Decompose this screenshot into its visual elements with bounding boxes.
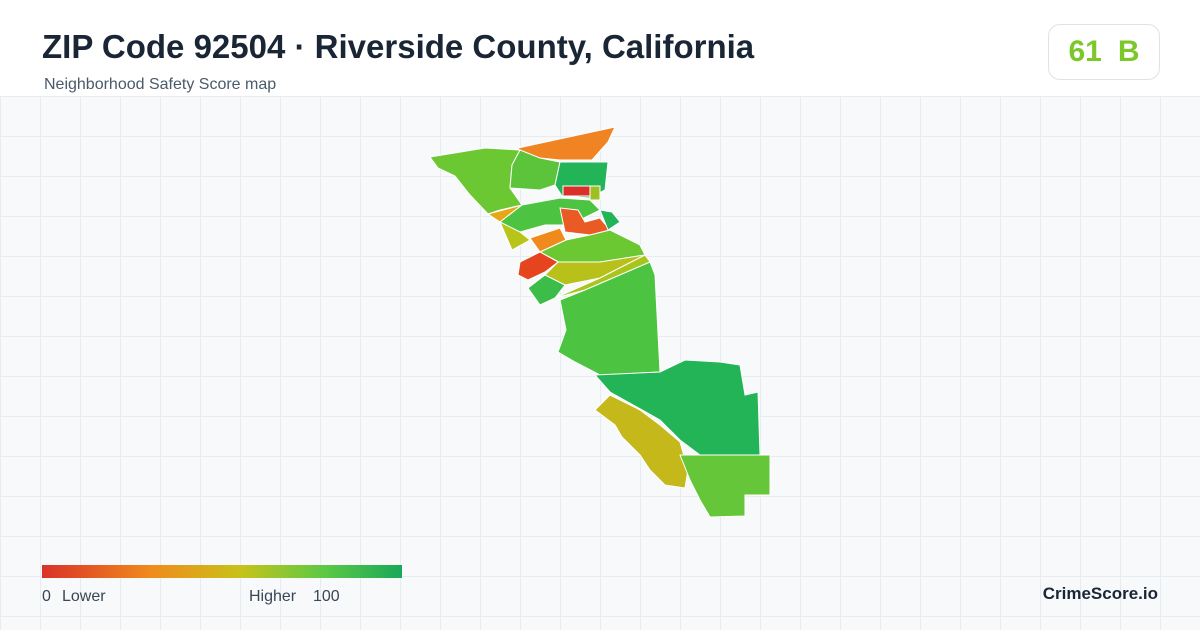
score-badge: 61 B [1048, 24, 1160, 80]
region [499, 220, 531, 251]
region [562, 185, 591, 197]
region [599, 209, 621, 231]
header: ZIP Code 92504 · Riverside County, Calif… [0, 0, 1200, 96]
region [554, 254, 651, 299]
subtitle: Neighborhood Safety Score map [44, 76, 277, 93]
grade: B [1117, 35, 1140, 68]
brand: CrimeScore.io [1042, 584, 1158, 603]
region [679, 454, 771, 518]
region [429, 147, 523, 215]
region [517, 251, 559, 281]
legend-max-label: Higher [249, 588, 297, 605]
region [594, 394, 689, 489]
legend-gradient [42, 565, 402, 578]
region [559, 207, 611, 236]
region [527, 274, 566, 306]
region [589, 185, 601, 201]
region [509, 149, 561, 191]
legend-min-label: Lower [62, 588, 106, 605]
legend-max: 100 [313, 588, 340, 605]
title: ZIP Code 92504 · Riverside County, Calif… [42, 28, 755, 65]
legend-min: 0 [42, 588, 51, 605]
score: 61 [1068, 35, 1102, 68]
region [593, 359, 761, 456]
